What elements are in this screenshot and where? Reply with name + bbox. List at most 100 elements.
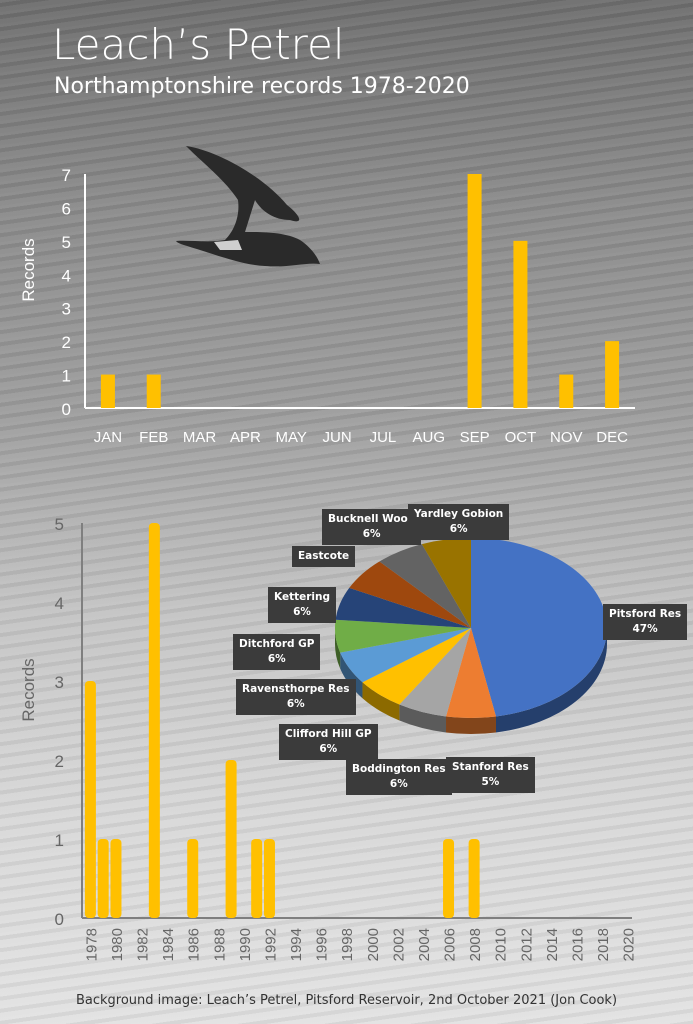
bar-1991 xyxy=(251,839,263,918)
pie-data-label: Ravensthorpe Res 6% xyxy=(236,679,356,715)
bar-1989 xyxy=(225,760,237,918)
pie-slice-yardley-gobion xyxy=(421,538,471,628)
x-tick-label: FEB xyxy=(139,429,168,446)
x-tick-label: JUN xyxy=(322,429,351,446)
y-tick-label: 6 xyxy=(62,199,71,218)
y-tick-label: 3 xyxy=(62,300,71,319)
y-tick-label: 5 xyxy=(55,515,64,534)
bar-1979 xyxy=(97,839,109,918)
pie-label-name: Clifford Hill GP xyxy=(285,728,372,740)
pie-label-name: Kettering xyxy=(274,591,331,603)
pie-label-percent: 6% xyxy=(389,778,408,790)
pie-data-label: Ditchford GP 6% xyxy=(233,634,321,670)
bar-jan xyxy=(100,374,115,408)
x-tick-label: 1982 xyxy=(135,928,152,961)
bar-dec xyxy=(605,341,620,408)
x-tick-label: 2016 xyxy=(569,928,586,961)
pie-label-percent: 6% xyxy=(293,606,311,618)
pie-slice-ditchford-gp xyxy=(335,619,471,653)
pie-label-percent: 47% xyxy=(632,623,658,635)
x-tick-label: SEP xyxy=(460,429,490,446)
pie-data-label: Kettering 6% xyxy=(268,587,337,623)
x-tick-label: 2018 xyxy=(595,928,612,961)
pie-slice-kettering xyxy=(335,587,471,628)
y-tick-label: 0 xyxy=(55,910,64,929)
y-tick-label: 7 xyxy=(62,166,71,185)
y-tick-label: 1 xyxy=(55,831,64,850)
bar-nov xyxy=(559,374,574,408)
pie-side xyxy=(335,628,341,669)
bar-1983 xyxy=(148,523,160,918)
pie-label-name: Pitsford Res xyxy=(609,608,682,620)
x-tick-label: 1992 xyxy=(262,928,279,961)
pie-side xyxy=(362,682,400,721)
bar-1978 xyxy=(84,681,96,918)
x-tick-label: 2012 xyxy=(518,928,535,961)
x-tick-label: 2008 xyxy=(467,928,484,961)
pie-side xyxy=(495,628,607,733)
pie-slice-pitsford-res xyxy=(471,538,607,717)
x-tick-label: 2020 xyxy=(621,928,638,961)
y-tick-label: 1 xyxy=(62,367,71,386)
x-tick-label: 1996 xyxy=(314,928,331,961)
pie-data-label: Boddington Res 6% xyxy=(346,759,452,795)
pie-data-label: Yardley Gobion 6% xyxy=(408,504,510,540)
page-title: Leach’s Petrel xyxy=(52,20,345,69)
x-tick-label: 1994 xyxy=(288,928,305,961)
bar-1980 xyxy=(110,839,122,918)
pie-label-percent: 6% xyxy=(267,653,286,665)
pie-label-name: Boddington Res xyxy=(352,763,446,775)
image-credit: Background image: Leach’s Petrel, Pitsfo… xyxy=(75,993,618,1008)
x-tick-label: JAN xyxy=(94,429,122,446)
pie-data-label: Eastcote xyxy=(292,546,356,567)
bar-1992 xyxy=(263,839,275,918)
bar-2006 xyxy=(443,839,455,918)
x-tick-label: DEC xyxy=(596,429,628,446)
bar-1986 xyxy=(187,839,199,918)
x-tick-label: 2004 xyxy=(416,928,433,961)
x-tick-label: MAY xyxy=(276,429,307,446)
x-tick-label: OCT xyxy=(505,429,537,446)
y-tick-label: 2 xyxy=(55,752,64,771)
pie-data-label: Stanford Res 5% xyxy=(446,757,535,793)
bar-oct xyxy=(513,240,528,408)
x-tick-label: 1980 xyxy=(109,928,126,961)
pie-label-name: Yardley Gobion xyxy=(414,508,504,520)
pie-label-percent: 6% xyxy=(362,528,381,540)
x-tick-label: 2014 xyxy=(544,928,561,961)
y-tick-label: 4 xyxy=(62,266,71,285)
pie-chart xyxy=(335,538,607,734)
pie-side xyxy=(399,704,447,733)
bar-2008 xyxy=(468,839,480,918)
pie-label-name: Ditchford GP xyxy=(239,638,315,650)
pie-data-label: Clifford Hill GP 6% xyxy=(279,724,378,760)
x-tick-label: NOV xyxy=(550,429,583,446)
pie-label-name: Stanford Res xyxy=(452,761,529,773)
pie-label-percent: 6% xyxy=(449,523,468,535)
x-tick-label: JUL xyxy=(370,429,397,446)
bar-sep xyxy=(467,174,482,408)
pie-label-percent: 6% xyxy=(286,698,305,710)
pie-label-name: Eastcote xyxy=(298,550,350,562)
x-tick-label: 1988 xyxy=(211,928,228,961)
x-tick-label: 1990 xyxy=(237,928,254,961)
pie-slice-eastcote xyxy=(349,561,471,628)
bird-image xyxy=(176,146,320,267)
x-tick-label: 1998 xyxy=(339,928,356,961)
pie-data-label: Pitsford Res 47% xyxy=(603,604,688,640)
y-tick-label: 4 xyxy=(55,594,64,613)
pie-label-name: Ravensthorpe Res xyxy=(242,683,350,695)
x-tick-label: 2002 xyxy=(390,928,407,961)
bar-feb xyxy=(146,374,161,408)
y-axis-label: Records xyxy=(19,238,38,301)
pie-label-percent: 5% xyxy=(481,776,500,788)
y-tick-label: 0 xyxy=(62,400,71,419)
x-tick-label: 1978 xyxy=(83,928,100,961)
pie-slice-bucknell-wood xyxy=(379,544,471,628)
y-tick-label: 5 xyxy=(62,233,71,252)
x-tick-label: MAR xyxy=(183,429,217,446)
pie-data-label: Bucknell Wood 6% xyxy=(322,509,422,545)
pie-label-percent: 6% xyxy=(319,743,338,755)
pie-side xyxy=(340,652,363,699)
